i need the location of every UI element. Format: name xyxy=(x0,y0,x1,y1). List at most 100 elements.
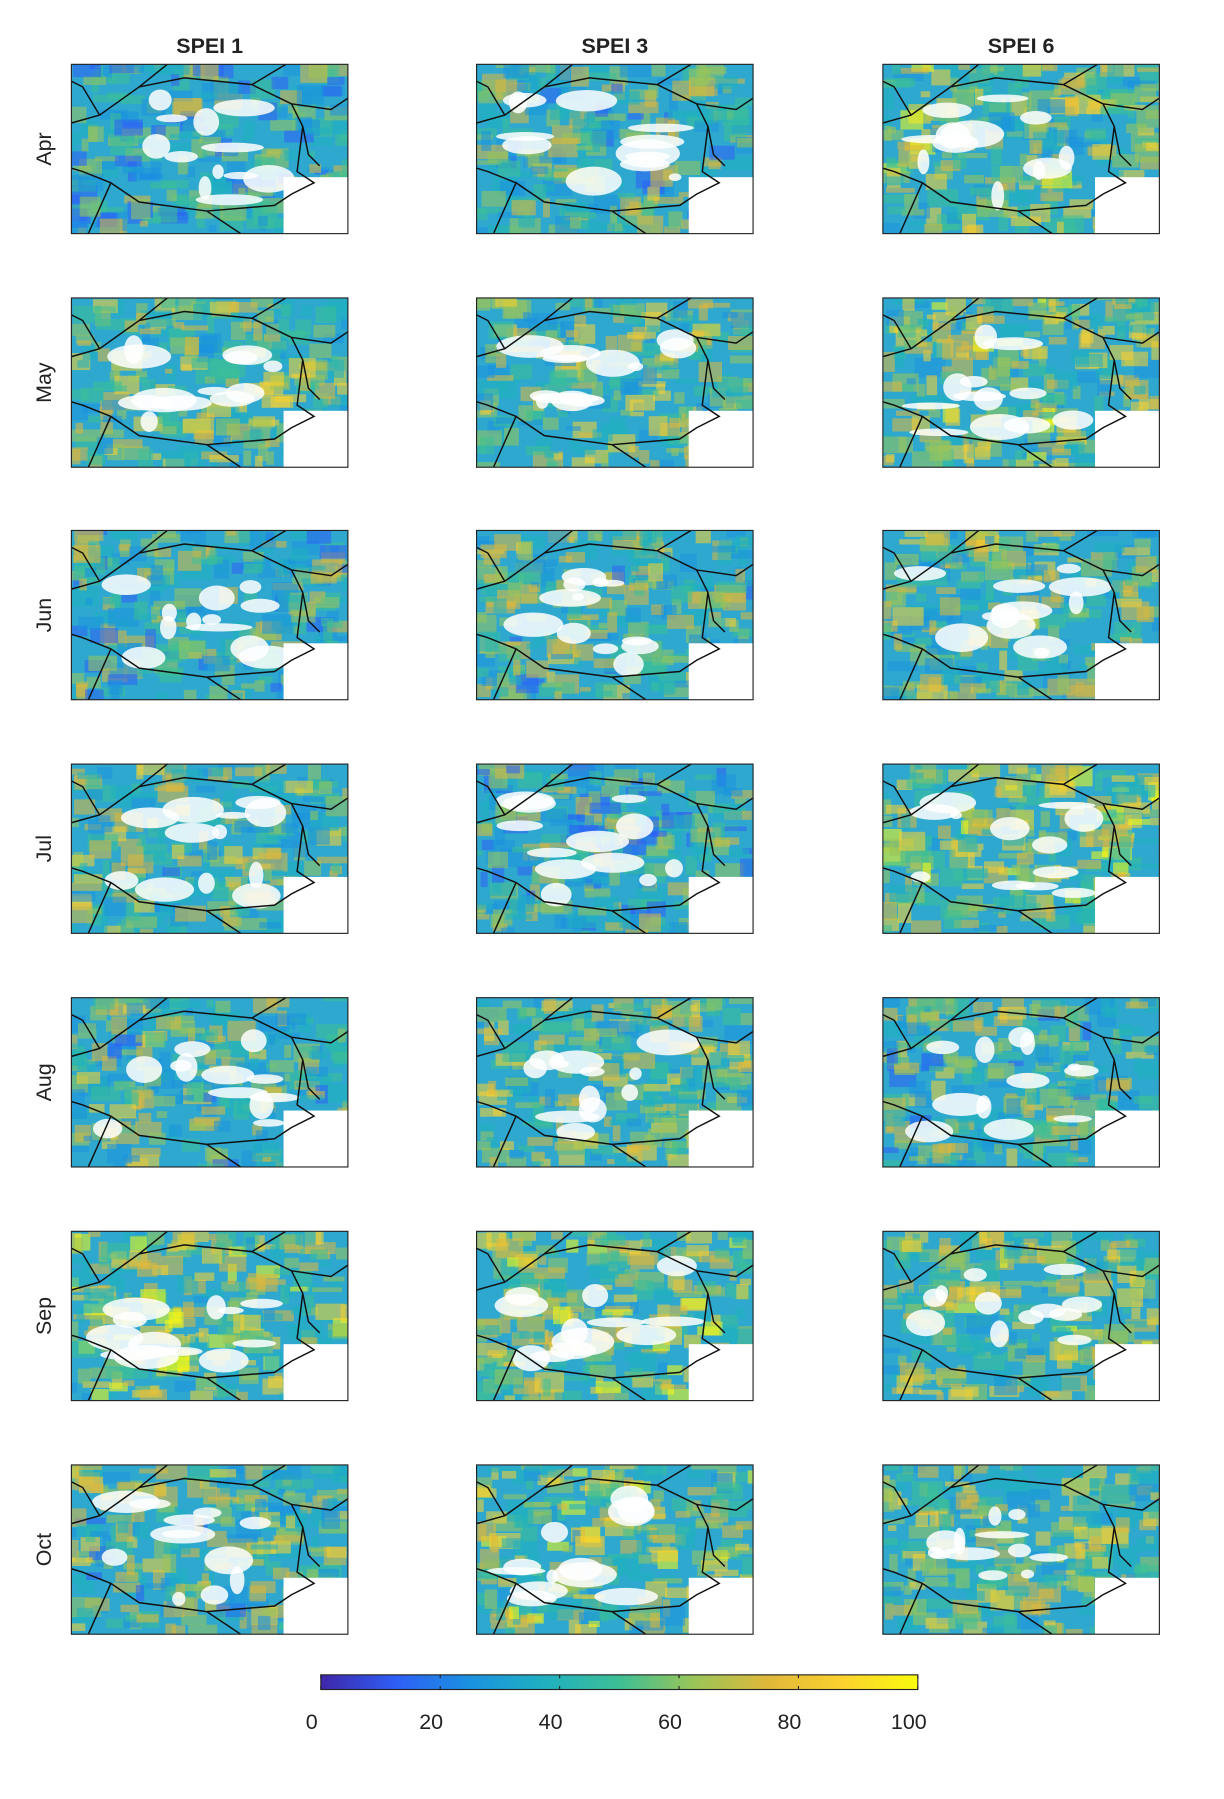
map-cell xyxy=(988,1078,1020,1088)
map-cell xyxy=(660,553,670,572)
map-gap xyxy=(556,1122,596,1142)
map-cell xyxy=(1048,1231,1072,1241)
map-cell xyxy=(882,924,893,934)
map-cell xyxy=(83,76,107,86)
map-gap xyxy=(249,1091,274,1120)
map-cell xyxy=(563,814,581,820)
map-gap xyxy=(991,181,1005,211)
map-cell xyxy=(111,1371,123,1389)
map-cell xyxy=(1010,895,1037,911)
map-cell xyxy=(1146,142,1160,151)
map-cell xyxy=(97,767,113,779)
map-cell xyxy=(1136,110,1160,128)
map-cell xyxy=(88,1314,106,1319)
map-cell xyxy=(1098,769,1126,778)
map-cell xyxy=(646,901,666,917)
map-gap xyxy=(504,1287,539,1306)
map-cell xyxy=(1037,298,1046,303)
map-cell xyxy=(156,1111,168,1119)
map-cell xyxy=(144,622,173,634)
border xyxy=(882,64,1160,234)
map-cell xyxy=(74,799,96,815)
map-cell xyxy=(243,318,252,332)
map-cell xyxy=(577,147,588,168)
map-cell xyxy=(200,92,218,100)
map-cell xyxy=(643,351,653,362)
map-panel xyxy=(476,997,754,1167)
map-cell xyxy=(284,150,301,161)
map-cell xyxy=(1059,813,1070,829)
map-cell xyxy=(659,413,687,422)
map-cell xyxy=(171,844,185,860)
map-cell xyxy=(82,403,114,414)
map-cell xyxy=(643,1084,671,1092)
map-cell xyxy=(1146,1308,1160,1325)
map-cell xyxy=(669,1305,688,1315)
map-cell xyxy=(1041,367,1058,380)
map-cell xyxy=(896,779,913,790)
map-cell xyxy=(617,193,635,199)
border xyxy=(476,297,754,468)
map-cell xyxy=(624,1269,640,1275)
map-gap xyxy=(963,1268,987,1282)
map-cell xyxy=(667,1365,683,1376)
map-cell xyxy=(487,351,502,357)
map-cell xyxy=(85,777,101,788)
map-cell xyxy=(189,850,212,859)
map-cell xyxy=(1146,1251,1160,1263)
map-cell xyxy=(905,145,925,152)
map-cell xyxy=(668,435,690,445)
map-cell xyxy=(615,1274,638,1287)
map-cell xyxy=(1044,781,1076,798)
map-cell xyxy=(1049,1126,1080,1135)
map-cell xyxy=(602,1309,633,1316)
map-cell xyxy=(538,1034,565,1045)
map-cell xyxy=(971,297,986,305)
map-cell xyxy=(533,1103,544,1121)
map-cell xyxy=(664,226,681,234)
map-cell xyxy=(567,382,596,389)
map-cell xyxy=(975,1247,996,1259)
map-gap xyxy=(893,566,947,581)
map-cell xyxy=(476,1141,491,1151)
map-cell xyxy=(589,1364,616,1378)
border xyxy=(882,297,1160,468)
map-cell xyxy=(124,1092,139,1107)
map-cell xyxy=(949,692,977,700)
map-cell xyxy=(94,306,117,313)
map-cell xyxy=(151,615,173,624)
map-cell xyxy=(507,582,522,597)
map-cell xyxy=(511,200,536,216)
map-cell xyxy=(947,334,962,343)
map-cell xyxy=(476,1337,488,1342)
map-cell xyxy=(716,581,748,593)
map-cell xyxy=(973,1001,993,1013)
map-cell xyxy=(223,767,232,780)
map-cell xyxy=(323,333,345,344)
map-cell xyxy=(207,315,214,334)
map-cell xyxy=(183,1301,194,1319)
map-gap xyxy=(126,1056,163,1083)
map-cell xyxy=(87,819,113,833)
map-cell xyxy=(327,1323,348,1339)
map-cell xyxy=(1110,1240,1139,1249)
map-cell xyxy=(555,1117,564,1131)
map-cell xyxy=(211,767,228,777)
map-cell xyxy=(305,1066,329,1077)
map-cell xyxy=(618,1046,649,1059)
map-cell xyxy=(882,436,907,454)
map-cell xyxy=(100,1243,130,1260)
map-cell xyxy=(295,1082,308,1088)
map-gap xyxy=(1057,1334,1092,1346)
map-cell xyxy=(1100,106,1130,115)
map-cell xyxy=(495,64,511,69)
map-cell xyxy=(543,1336,555,1357)
map-cell xyxy=(1119,836,1131,848)
map-cell xyxy=(571,457,595,468)
map-cell xyxy=(200,64,219,81)
map-cell xyxy=(263,371,284,386)
map-cell xyxy=(495,1274,513,1281)
map-cell xyxy=(71,854,95,867)
map-gap xyxy=(1031,836,1068,854)
map-cell xyxy=(495,1238,524,1258)
